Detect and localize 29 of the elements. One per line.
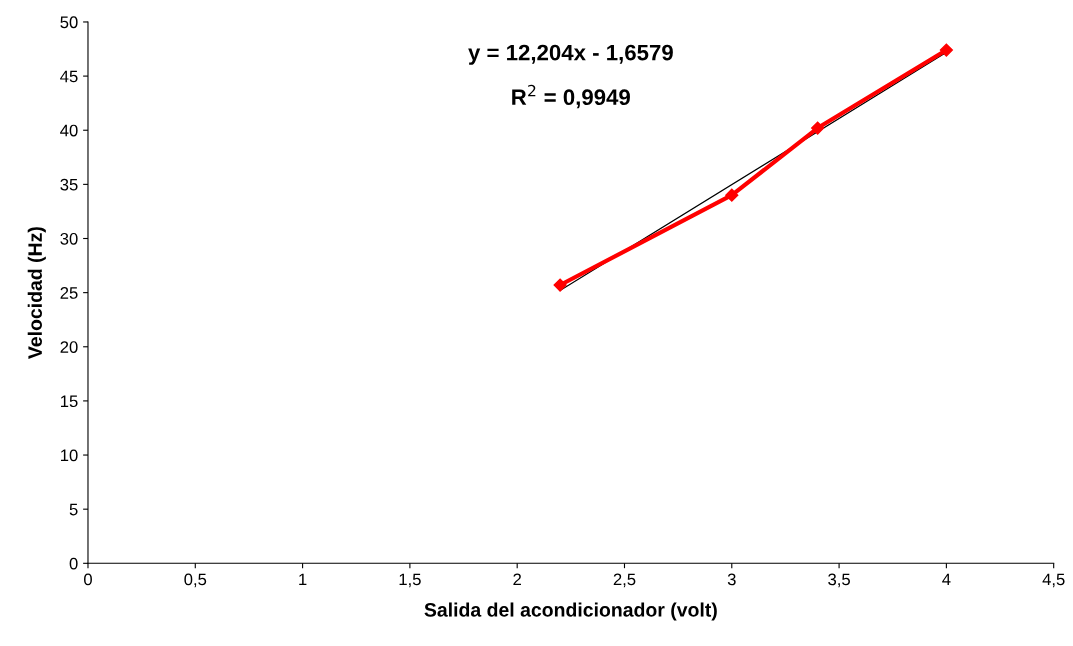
annotation: y = 12,204x - 1,6579: [468, 44, 673, 65]
y-tick-label: 10: [61, 449, 78, 462]
x-tick-label: 1: [299, 573, 307, 586]
y-tick-label: 0: [69, 557, 78, 570]
point: [939, 43, 953, 57]
x-tick-label: 0: [84, 573, 92, 586]
y-tick-label: 35: [60, 178, 78, 191]
y-tick-label: 50: [60, 16, 78, 29]
x-tick-label: 3: [727, 573, 736, 586]
point: [553, 278, 567, 292]
x-tick-label: 4: [942, 573, 951, 586]
x-tick-label: 3,5: [828, 573, 850, 588]
x-tick-label: 2: [513, 573, 521, 586]
point: [725, 188, 739, 202]
x-tick-label: 4,5: [1042, 573, 1065, 588]
point: [811, 121, 825, 135]
x-tick-label: 1,5: [399, 573, 421, 588]
y-tick-label: 20: [60, 341, 78, 353]
x-tick-label: 0,5: [184, 573, 207, 588]
annotation: R$^{2}$ = 0,9949: [512, 84, 630, 109]
y-tick-label: 15: [61, 395, 78, 408]
y-tick-label: 25: [60, 287, 78, 299]
x-tick-label: 2,5: [613, 573, 636, 588]
y-tick-label: 40: [60, 124, 78, 137]
y-tick-label: 5: [69, 503, 78, 516]
y-tick-label: 30: [60, 232, 78, 245]
x-axis-title: Salida del acondicionador (volt): [424, 602, 717, 621]
y-tick-label: 45: [60, 70, 78, 83]
y-axis-title: Velocidad (Hz): [27, 227, 46, 359]
